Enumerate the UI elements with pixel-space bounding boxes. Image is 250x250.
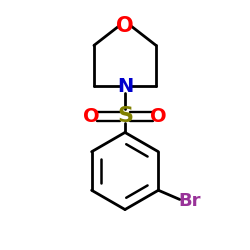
Text: O: O [116, 16, 134, 36]
Text: Br: Br [179, 192, 201, 210]
Text: S: S [117, 106, 133, 126]
Text: N: N [117, 77, 133, 96]
Text: O: O [150, 107, 167, 126]
Text: O: O [83, 107, 100, 126]
